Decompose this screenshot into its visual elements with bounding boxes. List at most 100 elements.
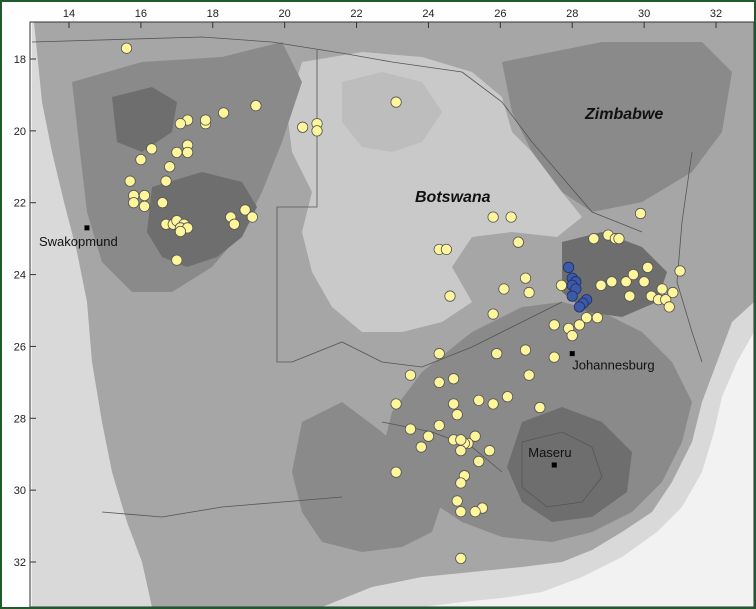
yellow-point — [534, 401, 546, 414]
yellow-point — [390, 96, 402, 108]
yellow-point — [404, 423, 417, 435]
yellow-point — [246, 211, 258, 223]
yellow-point — [160, 175, 172, 187]
mozambique-border — [676, 151, 703, 363]
yellow-point — [455, 445, 467, 457]
namibia-botswana-border — [276, 50, 318, 363]
yellow-point — [174, 225, 187, 238]
yellow-point — [627, 268, 639, 281]
yellow-point — [573, 319, 586, 331]
yellow-point — [498, 283, 510, 295]
yellow-point — [433, 348, 445, 360]
blue-point — [566, 290, 578, 302]
yellow-point — [512, 236, 524, 248]
city-label: Swakopmund — [39, 234, 118, 249]
longitude-tick-label: 26 — [494, 8, 506, 20]
yellow-point — [433, 419, 445, 432]
longitude-ticks: 14 16 18 20 22 24 26 28 30 32 — [63, 8, 722, 28]
longitude-tick-label: 28 — [566, 8, 578, 20]
yellow-point — [555, 279, 568, 291]
botswana-zimbabwe-border — [461, 71, 643, 233]
okavango-area — [342, 72, 442, 152]
yellow-point — [455, 506, 467, 518]
yellow-point — [588, 233, 600, 245]
yellow-point — [638, 276, 650, 288]
yellow-point — [448, 373, 460, 385]
yellow-point — [505, 211, 517, 223]
zimbabwe-upland — [502, 42, 732, 212]
yellow-point — [491, 348, 503, 360]
yellow-point — [120, 42, 133, 54]
lesotho-border — [521, 431, 603, 508]
yellow-point — [451, 495, 463, 507]
yellow-point — [124, 175, 136, 187]
city-marker — [84, 225, 90, 231]
botswana-southafrica-border — [291, 301, 563, 368]
yellow-point — [548, 351, 560, 363]
yellow-point — [469, 506, 481, 518]
latitude-tick-label: 18 — [14, 54, 26, 66]
drakensberg-highland — [507, 407, 632, 522]
yellow-point — [250, 100, 262, 112]
yellow-point — [433, 376, 445, 388]
yellow-point — [239, 204, 251, 216]
yellow-point — [138, 189, 151, 202]
country-label-zimbabwe: Zimbabwe — [584, 106, 663, 123]
map-border — [29, 21, 754, 607]
yellow-point — [473, 394, 485, 406]
city-marker — [569, 351, 575, 357]
latitude-tick-label: 24 — [14, 270, 26, 282]
yellow-point — [228, 218, 240, 230]
longitude-tick-label: 22 — [350, 8, 362, 20]
yellow-point — [164, 161, 176, 173]
orange-river-border — [101, 496, 343, 518]
yellow-point — [667, 286, 679, 299]
latitude-tick-label: 20 — [14, 126, 26, 138]
yellow-point — [128, 197, 140, 209]
yellow-point — [297, 121, 309, 133]
latitude-tick-label: 26 — [14, 341, 26, 353]
yellow-point — [523, 369, 535, 381]
longitude-tick-label: 16 — [135, 8, 147, 20]
cities: Swakopmund Johannesburg Maseru — [39, 225, 655, 468]
yellow-points — [120, 42, 686, 565]
yellow-point — [606, 276, 618, 288]
yellow-point — [440, 243, 453, 256]
yellow-point — [217, 107, 230, 119]
yellow-point — [487, 211, 499, 223]
yellow-point — [455, 434, 467, 446]
city-label: Johannesburg — [572, 358, 654, 373]
yellow-point — [548, 319, 560, 331]
latitude-tick-label: 32 — [14, 557, 26, 569]
yellow-point — [455, 477, 467, 489]
yellow-point — [487, 398, 499, 410]
longitude-tick-label: 24 — [422, 8, 434, 20]
yellow-point — [523, 286, 535, 299]
yellow-point — [171, 146, 183, 159]
latitude-tick-label: 30 — [14, 485, 26, 497]
longitude-tick-label: 14 — [63, 8, 75, 20]
yellow-point — [390, 466, 402, 478]
yellow-point — [674, 265, 686, 277]
yellow-point — [182, 146, 194, 159]
yellow-point — [174, 118, 187, 130]
longitude-tick-label: 32 — [710, 8, 722, 20]
yellow-point — [519, 344, 532, 356]
yellow-point — [390, 398, 402, 410]
blue-point — [573, 301, 586, 313]
yellow-point — [620, 276, 632, 288]
yellow-point — [451, 409, 463, 421]
yellow-point — [469, 430, 481, 442]
yellow-point — [595, 279, 607, 291]
blue-points — [563, 261, 593, 313]
kaokoveld-highland — [112, 87, 177, 152]
yellow-point — [138, 200, 151, 212]
yellow-point — [663, 301, 675, 313]
latitude-tick-label: 28 — [14, 413, 26, 425]
yellow-point — [146, 143, 158, 155]
yellow-point — [473, 455, 485, 467]
yellow-point — [591, 312, 603, 324]
yellow-point — [656, 283, 668, 295]
yellow-point — [135, 154, 147, 166]
